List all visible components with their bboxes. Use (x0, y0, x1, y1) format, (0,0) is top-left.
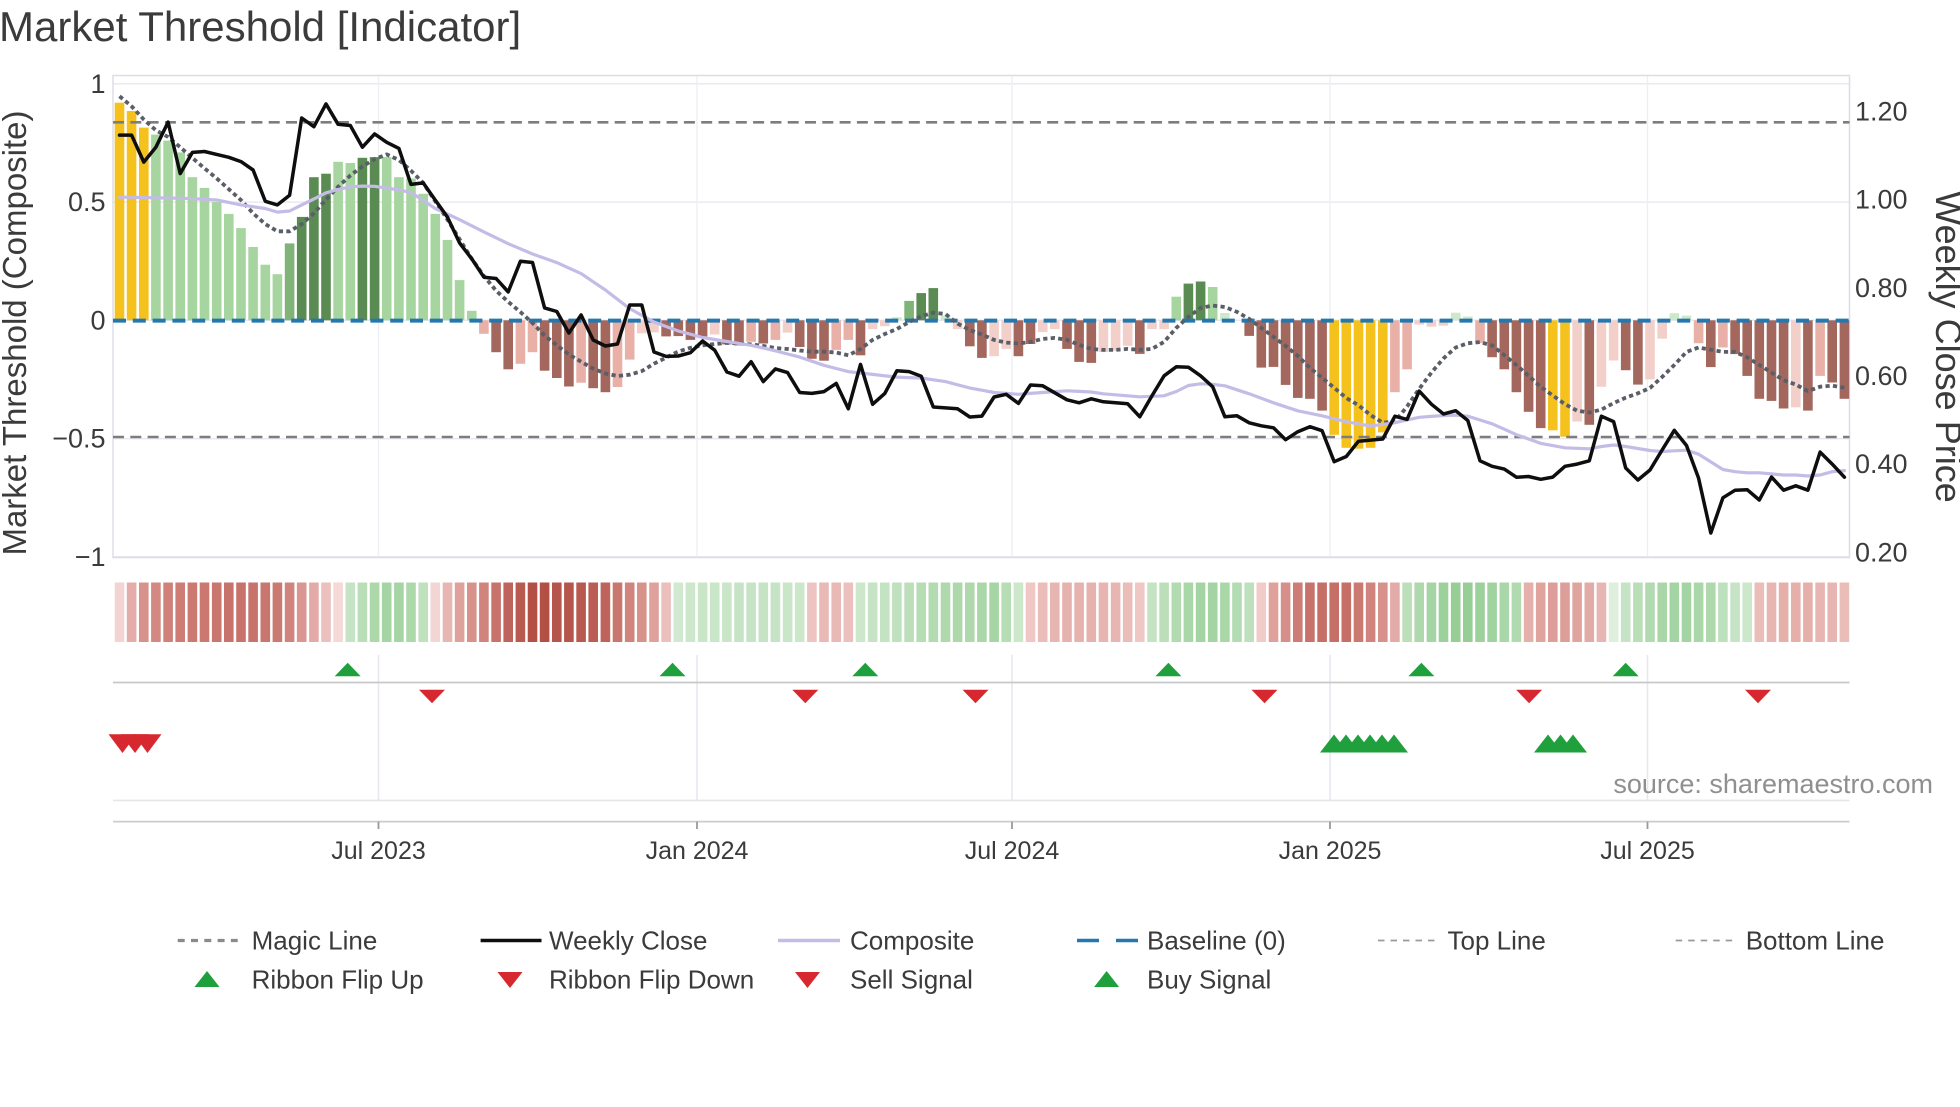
svg-text:source: sharemaestro.com: source: sharemaestro.com (1613, 769, 1933, 799)
svg-text:Bottom Line: Bottom Line (1746, 926, 1885, 956)
svg-text:Ribbon Flip Up: Ribbon Flip Up (252, 965, 424, 995)
svg-text:1: 1 (90, 69, 105, 99)
svg-text:−1: −1 (75, 542, 106, 572)
svg-text:0.80: 0.80 (1855, 273, 1908, 303)
svg-text:Weekly Close Price: Weekly Close Price (1928, 191, 1960, 502)
svg-text:0.20: 0.20 (1855, 537, 1908, 567)
svg-text:−0.5: −0.5 (52, 424, 105, 454)
svg-text:Top Line: Top Line (1448, 926, 1546, 956)
svg-text:Market Threshold [Indicator]: Market Threshold [Indicator] (0, 3, 521, 50)
svg-text:Weekly Close: Weekly Close (549, 926, 707, 956)
svg-text:Composite: Composite (850, 926, 974, 956)
svg-text:Jul 2023: Jul 2023 (331, 837, 426, 865)
svg-text:Jan 2024: Jan 2024 (646, 837, 749, 865)
svg-text:Jul 2024: Jul 2024 (965, 837, 1060, 865)
svg-text:0.40: 0.40 (1855, 449, 1908, 479)
svg-text:Baseline (0): Baseline (0) (1147, 926, 1286, 956)
svg-text:Sell Signal: Sell Signal (850, 965, 973, 995)
svg-text:0: 0 (90, 305, 105, 335)
svg-text:1.20: 1.20 (1855, 96, 1908, 126)
svg-text:Magic Line: Magic Line (252, 926, 378, 956)
svg-text:Buy Signal: Buy Signal (1147, 965, 1271, 995)
svg-text:Jul 2025: Jul 2025 (1600, 837, 1695, 865)
svg-text:Market Threshold (Composite): Market Threshold (Composite) (0, 110, 33, 555)
svg-text:Jan 2025: Jan 2025 (1279, 837, 1382, 865)
svg-text:0.60: 0.60 (1855, 361, 1908, 391)
svg-text:Ribbon Flip Down: Ribbon Flip Down (549, 965, 754, 995)
svg-text:1.00: 1.00 (1855, 185, 1908, 215)
svg-text:0.5: 0.5 (68, 187, 106, 217)
